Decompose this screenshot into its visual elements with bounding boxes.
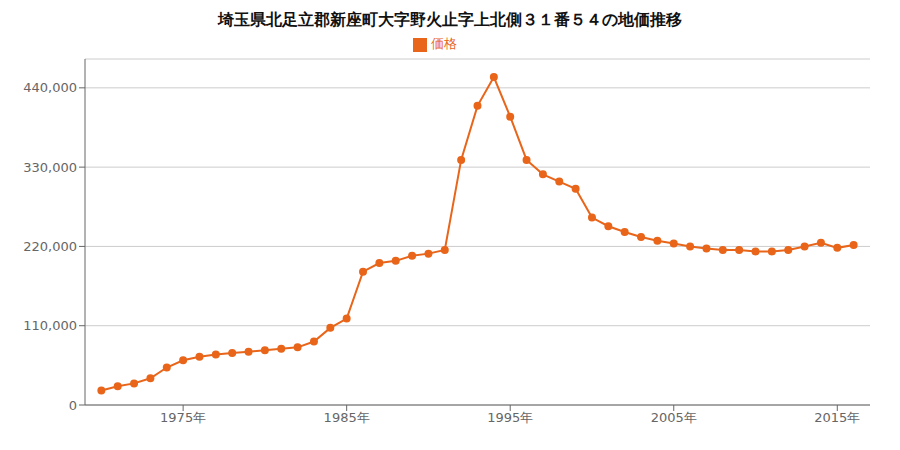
svg-text:2005年: 2005年 xyxy=(651,410,697,425)
svg-text:220,000: 220,000 xyxy=(23,239,77,254)
svg-text:0: 0 xyxy=(69,398,77,413)
svg-text:1985年: 1985年 xyxy=(324,410,370,425)
svg-text:1995年: 1995年 xyxy=(487,410,533,425)
svg-text:440,000: 440,000 xyxy=(23,80,77,95)
html-text:価格: 価格 xyxy=(431,36,457,51)
svg-text:110,000: 110,000 xyxy=(23,318,77,333)
html-text:埼玉県北足立郡新座町大字野火止字上北側３１番５４の地価推移: 埼玉県北足立郡新座町大字野火止字上北側３１番５４の地価推移 xyxy=(218,10,682,29)
svg-text:330,000: 330,000 xyxy=(23,160,77,175)
svg-text:2015年: 2015年 xyxy=(814,410,860,425)
svg-text:1975年: 1975年 xyxy=(160,410,206,425)
